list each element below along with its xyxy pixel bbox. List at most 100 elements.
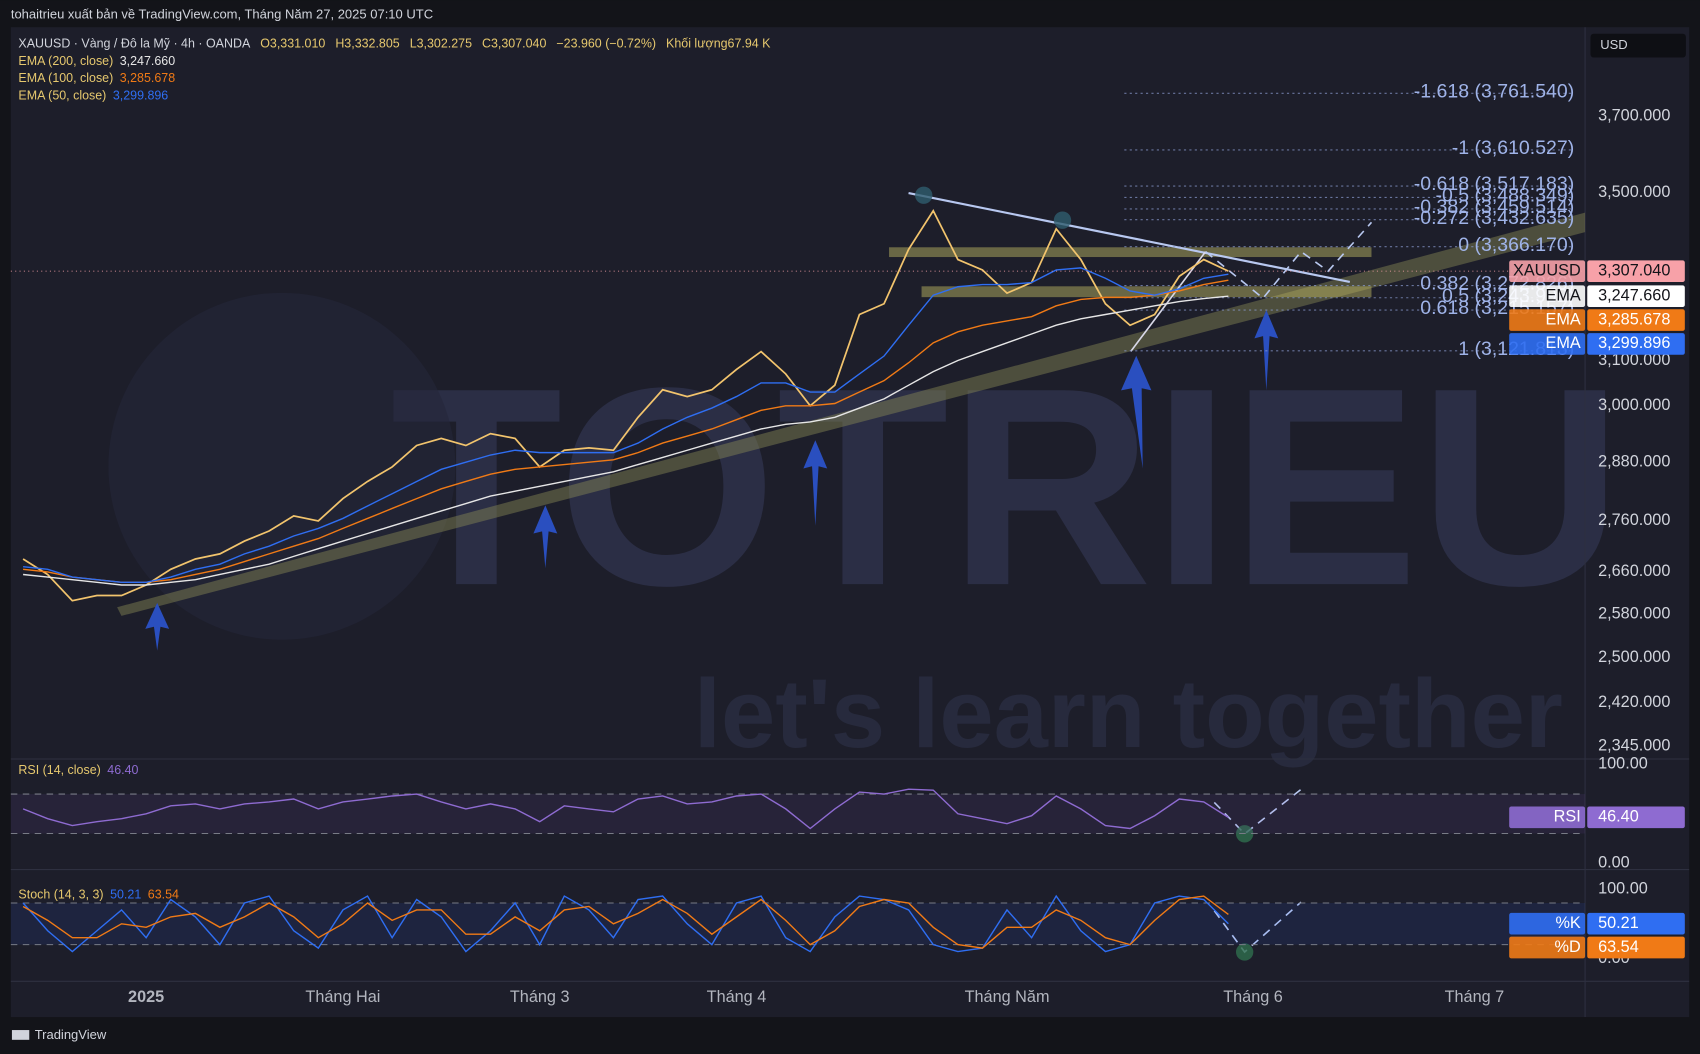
pane-name: RSI (14, close)	[18, 763, 100, 777]
y-tick-label: 0.00	[1598, 853, 1630, 871]
x-tick-label: Tháng 4	[707, 988, 767, 1006]
tag-name-box	[1509, 309, 1586, 331]
marker	[1235, 943, 1254, 961]
legend-entry: EMA (200, close) 3,247.660	[18, 54, 175, 68]
trend-channel	[117, 212, 1586, 616]
legend-entry: EMA (50, close) 3,299.896	[18, 89, 168, 103]
y-tick-label: 2,580.000	[1598, 604, 1670, 622]
y-tick-label: 2,880.000	[1598, 452, 1670, 470]
trend-line	[1130, 251, 1207, 352]
arrow	[145, 602, 170, 651]
price-tag	[1587, 936, 1685, 959]
x-tick-label: Tháng Hai	[305, 988, 380, 1006]
tag-name-box	[1509, 260, 1586, 283]
series-line	[23, 295, 1229, 586]
tag-name: EMA	[1546, 287, 1581, 305]
tag-name-box	[1509, 912, 1586, 935]
tag-name-box	[1509, 936, 1586, 959]
y-tick-label: 3,100.000	[1598, 351, 1670, 369]
y-tick-label: 2,660.000	[1598, 562, 1670, 580]
tag-name: EMA	[1546, 334, 1581, 352]
price-tag-value: 50.21	[1598, 914, 1639, 932]
fib-label: -1 (3,610.527)	[1452, 137, 1575, 159]
tag-name-box	[1509, 333, 1586, 355]
price-tag	[1587, 260, 1685, 283]
footer-logo	[11, 1030, 30, 1040]
ohlc: O3,331.010	[260, 37, 325, 51]
series-line	[23, 267, 1229, 583]
legend-value: 3,299.896	[113, 89, 168, 103]
price-tag-value: 63.54	[1598, 938, 1639, 956]
price-tag-value: 46.40	[1598, 808, 1639, 826]
band	[10, 794, 1586, 834]
y-tick-label: 3,500.000	[1598, 183, 1670, 201]
symbol: XAUUSD · Vàng / Đô la Mỹ · 4h · OANDA	[18, 37, 251, 51]
x-tick-label: Tháng 7	[1445, 988, 1505, 1006]
fib-label: -0.272 (3,432.635)	[1414, 207, 1574, 229]
fib-label: -1.618 (3,761.540)	[1414, 80, 1574, 102]
tag-name-box	[1509, 285, 1586, 308]
series-line	[22, 895, 1229, 949]
price-tag-value: 3,299.896	[1598, 334, 1670, 352]
price-tag	[1587, 806, 1685, 829]
x-tick-label: Tháng Năm	[965, 988, 1050, 1006]
ohlc: L3,302.275	[410, 37, 472, 51]
watermark-logo	[108, 292, 456, 640]
trend-line	[908, 192, 1351, 284]
price-tag-value: 3,307.040	[1598, 261, 1670, 279]
projection	[1213, 788, 1302, 835]
pane-name: Stoch (14, 3, 3)	[18, 888, 103, 902]
x-tick-label: Tháng 6	[1223, 988, 1283, 1006]
tag-name: EMA	[1546, 310, 1581, 328]
legend-entry: EMA (100, close) 3,285.678	[18, 72, 175, 86]
legend-name: EMA (50, close)	[18, 89, 106, 103]
pane-value: 63.54	[148, 888, 179, 902]
price-tag	[1587, 333, 1685, 355]
fib-label: -0.5 (3,488.349)	[1435, 185, 1574, 207]
series-line	[22, 208, 1229, 602]
pane-title: RSI (14, close) 46.40	[18, 763, 138, 777]
arrow	[533, 505, 558, 569]
series-line	[23, 279, 1229, 583]
pane-value: 46.40	[107, 763, 138, 777]
marker	[915, 186, 933, 204]
y-tick-label: 2,420.000	[1598, 693, 1670, 711]
watermark: TOTRIEU	[390, 329, 1622, 644]
x-tick-label: Tháng 3	[510, 988, 570, 1006]
y-tick-label: 2,500.000	[1598, 648, 1670, 666]
series-line	[22, 788, 1229, 830]
symbol-line: XAUUSD · Vàng / Đô la Mỹ · 4h · OANDA O3…	[18, 37, 771, 51]
tag-name: %K	[1555, 914, 1580, 932]
legend-value: 3,247.660	[120, 54, 175, 68]
y-tick-label: 100.00	[1598, 755, 1648, 773]
y-tick-label: 2,760.000	[1598, 511, 1670, 529]
y-tick-label: 3,700.000	[1598, 106, 1670, 124]
pane-title: Stoch (14, 3, 3) 50.21 63.54	[18, 888, 179, 902]
legend-name: EMA (100, close)	[18, 72, 113, 86]
price-tag	[1587, 309, 1685, 331]
arrow	[1121, 355, 1152, 469]
ohlc: C3,307.040	[482, 37, 546, 51]
tag-name-box	[1509, 806, 1586, 829]
price-tag-value: 3,285.678	[1598, 310, 1670, 328]
legend-name: EMA (200, close)	[18, 54, 113, 68]
watermark-slogan: let's learn together	[694, 659, 1563, 768]
tag-name: XAUUSD	[1513, 261, 1581, 279]
fib-label: -0.382 (3,459.514)	[1414, 196, 1574, 218]
price-tag	[1587, 912, 1685, 935]
publisher: tohaitrieu xuất bản về TradingView.com, …	[11, 7, 433, 22]
tag-name: %D	[1555, 938, 1581, 956]
tag-name: RSI	[1554, 808, 1581, 826]
projection	[1205, 221, 1373, 300]
y-tick-label: 100.00	[1598, 879, 1648, 897]
zone	[889, 247, 1372, 258]
legend-value: 3,285.678	[120, 72, 175, 86]
currency-box[interactable]	[1590, 33, 1686, 58]
fib-label: 0 (3,366.170)	[1458, 234, 1574, 256]
pane-value: 50.21	[110, 888, 141, 902]
currency[interactable]: USD	[1600, 37, 1627, 52]
change: −23.960 (−0.72%)	[556, 37, 656, 51]
zone	[921, 286, 1372, 298]
